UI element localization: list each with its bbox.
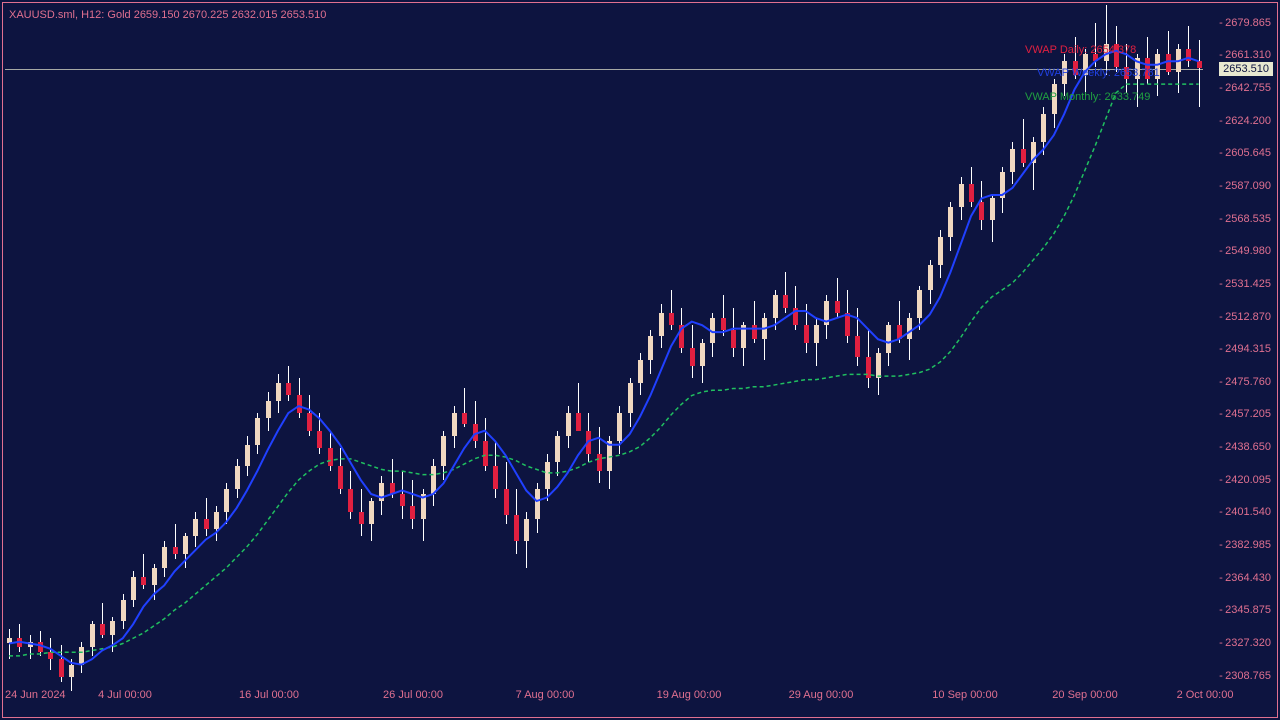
y-axis: 2679.865 2661.310 2642.755 2624.200 2605.645… [1203, 5, 1275, 687]
x-tick: 16 Jul 00:00 [239, 689, 299, 701]
x-tick: 24 Jun 2024 [5, 689, 66, 701]
y-tick: 2475.760 [1225, 376, 1271, 388]
y-tick: 2661.310 [1225, 49, 1271, 61]
y-tick: 2531.425 [1225, 278, 1271, 290]
indicator-lines [5, 5, 1205, 691]
x-tick: 4 Jul 00:00 [98, 689, 152, 701]
y-tick: 2327.320 [1225, 637, 1271, 649]
chart-container: XAUUSD.sml, H12: Gold 2659.150 2670.225 … [2, 2, 1278, 718]
y-tick: 2642.755 [1225, 82, 1271, 94]
chart-header: XAUUSD.sml, H12: Gold 2659.150 2670.225 … [9, 9, 326, 21]
y-tick: 2624.200 [1225, 115, 1271, 127]
y-tick: 2364.430 [1225, 572, 1271, 584]
y-tick: 2549.980 [1225, 245, 1271, 257]
y-tick: 2494.315 [1225, 343, 1271, 355]
y-tick: 2401.540 [1225, 506, 1271, 518]
x-tick: 29 Aug 00:00 [789, 689, 854, 701]
y-tick: 2605.645 [1225, 147, 1271, 159]
y-tick: 2382.985 [1225, 539, 1271, 551]
current-price-line [5, 69, 1203, 70]
y-tick: 2438.650 [1225, 441, 1271, 453]
x-tick: 7 Aug 00:00 [516, 689, 575, 701]
x-tick: 10 Sep 00:00 [932, 689, 997, 701]
y-tick: 2568.535 [1225, 213, 1271, 225]
x-tick: 2 Oct 00:00 [1177, 689, 1234, 701]
y-tick: 2587.090 [1225, 180, 1271, 192]
y-tick: 2420.095 [1225, 474, 1271, 486]
y-tick: 2345.875 [1225, 604, 1271, 616]
y-tick: 2457.205 [1225, 408, 1271, 420]
plot-area[interactable]: VWAP Daily: 2654.378 VWAP Weekly: 2653.78… [5, 5, 1203, 687]
x-tick: 20 Sep 00:00 [1052, 689, 1117, 701]
x-tick: 26 Jul 00:00 [383, 689, 443, 701]
x-tick: 19 Aug 00:00 [657, 689, 722, 701]
current-price-box: 2653.510 [1219, 62, 1273, 76]
indicator-label: VWAP Monthly: 2633.749 [1025, 91, 1150, 103]
y-tick: 2679.865 [1225, 17, 1271, 29]
indicator-label: VWAP Daily: 2654.378 [1025, 44, 1136, 56]
y-tick: 2308.765 [1225, 670, 1271, 682]
x-axis: 24 Jun 2024 4 Jul 00:00 16 Jul 00:00 26 Jul… [5, 689, 1203, 713]
y-tick: 2512.870 [1225, 311, 1271, 323]
indicator-label: VWAP Weekly: 2653.781 [1037, 67, 1160, 79]
